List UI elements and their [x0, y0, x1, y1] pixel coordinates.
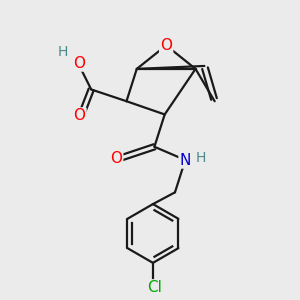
Text: O: O: [160, 38, 172, 53]
Text: O: O: [74, 56, 86, 70]
Text: H: H: [195, 151, 206, 165]
Text: Cl: Cl: [147, 280, 162, 295]
Text: O: O: [110, 151, 122, 166]
Text: N: N: [180, 152, 191, 167]
Text: H: H: [58, 45, 68, 59]
Text: O: O: [74, 108, 86, 123]
